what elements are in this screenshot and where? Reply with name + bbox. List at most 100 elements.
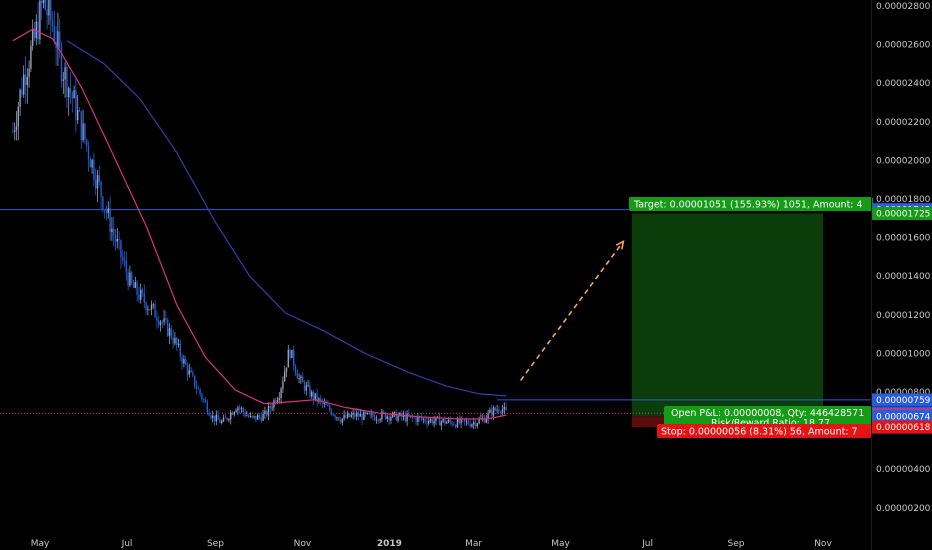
candle-body (108, 208, 109, 213)
candle-body (379, 419, 380, 420)
candle-body (423, 419, 424, 420)
candle-body (167, 320, 168, 336)
candle-body (502, 410, 503, 413)
candle-body (154, 304, 155, 317)
position-zones (632, 213, 823, 427)
candle-body (75, 90, 76, 120)
candle-body (325, 403, 326, 405)
candle-body (496, 410, 497, 411)
candle-body (331, 410, 332, 415)
candle-body (194, 376, 195, 387)
candle-body (79, 110, 80, 111)
candle-body (315, 393, 316, 399)
candle-body (268, 406, 269, 416)
candle-body (417, 417, 418, 422)
candle-body (144, 293, 145, 302)
candle-body (397, 416, 398, 421)
candle-body (72, 93, 73, 98)
candle-body (270, 406, 271, 408)
candle-body (243, 408, 244, 412)
candle-body (199, 389, 200, 394)
candle-body (252, 416, 253, 417)
candle-body (185, 359, 186, 365)
candle-body (327, 405, 328, 406)
candle-body (295, 366, 296, 373)
candle-body (189, 370, 190, 374)
candle-body (360, 414, 361, 417)
candle-body (453, 425, 454, 426)
candle-body (372, 414, 373, 417)
candle-body (106, 210, 107, 213)
price-tick-label: 0.00000400 (876, 465, 931, 475)
candle-body (273, 400, 274, 407)
candle-body (477, 423, 478, 426)
target-label-text: Target: 0.00001051 (155.93%) 1051, Amoun… (633, 200, 863, 211)
candle-body (504, 407, 505, 410)
candle-body (336, 417, 337, 418)
candle-body (214, 416, 215, 422)
candle-body (478, 419, 479, 423)
time-tick-label: Mar (465, 539, 482, 549)
candle-body (216, 415, 217, 422)
candle-body (255, 416, 256, 420)
candle-body (235, 410, 236, 412)
candle-body (88, 146, 89, 159)
candle-body (426, 422, 427, 424)
price-tick-label: 0.00002000 (876, 156, 931, 166)
time-tick-label: Nov (294, 539, 312, 549)
candle-body (293, 350, 294, 366)
candle-body (450, 420, 451, 422)
candle-body (444, 419, 445, 423)
time-tick-label: Sep (207, 539, 224, 549)
candle-body (151, 305, 152, 310)
candle-body (207, 402, 208, 412)
target-label: Target: 0.00001051 (155.93%) 1051, Amoun… (629, 197, 873, 211)
candle-body (19, 90, 20, 107)
target-zone (632, 213, 823, 416)
candle-body (187, 365, 188, 375)
candle-body (286, 368, 287, 372)
candle-body (183, 359, 184, 363)
candle-body (149, 309, 150, 310)
candle-body (32, 28, 33, 45)
candle-body (93, 160, 94, 180)
candle-body (264, 411, 265, 414)
candle-body (18, 107, 19, 126)
candle-body (358, 413, 359, 417)
candle-body (234, 412, 235, 415)
candle-body (374, 417, 375, 420)
candle-body (27, 77, 28, 85)
candle-body (262, 414, 263, 421)
candle-body (180, 344, 181, 357)
candle-body (210, 415, 211, 417)
candle-body (41, 1, 42, 4)
candle-body (387, 416, 388, 418)
candle-body (289, 350, 290, 358)
candle-body (448, 420, 449, 422)
price-tag-label: 0.00000759 (876, 396, 931, 406)
candle-body (498, 410, 499, 412)
candle-body (352, 413, 353, 415)
candle-body (136, 282, 137, 295)
price-tick-label: 0.00001600 (876, 234, 931, 244)
candle-body (158, 321, 159, 325)
candle-body (138, 295, 139, 300)
candle-body (466, 421, 467, 422)
candle-body (390, 417, 391, 420)
candle-body (153, 304, 154, 305)
candle-body (248, 415, 249, 416)
candle-body (131, 273, 132, 283)
candle-body (127, 273, 128, 286)
candle-body (113, 229, 114, 235)
candle-body (300, 377, 301, 378)
candle-body (406, 414, 407, 422)
candle-body (244, 412, 245, 416)
candle-body (345, 415, 346, 418)
candle-body (342, 419, 343, 423)
candle-body (142, 290, 143, 294)
candle-body (446, 422, 447, 424)
candle-body (171, 328, 172, 337)
candle-body (95, 180, 96, 188)
candle-body (376, 420, 377, 421)
